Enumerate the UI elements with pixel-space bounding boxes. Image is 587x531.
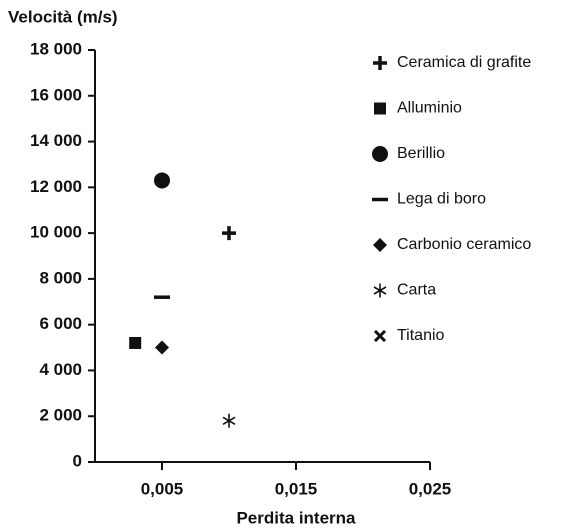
- y-tick-label: 14 000: [30, 131, 82, 150]
- point: [129, 336, 142, 350]
- y-tick-label: 18 000: [30, 39, 82, 58]
- point: [222, 226, 236, 241]
- x-tick-label: 0,005: [141, 479, 184, 498]
- point: [155, 340, 169, 355]
- y-tick-label: 8 000: [39, 268, 82, 287]
- point: [154, 172, 170, 189]
- legend-label: Lega di boro: [397, 191, 486, 208]
- y-tick-label: 6 000: [39, 314, 82, 333]
- y-tick-label: 0: [73, 451, 82, 470]
- legend-marker: [373, 329, 387, 343]
- y-axis-title: Velocità (m/s): [8, 7, 118, 26]
- x-axis-title: Perdita interna: [236, 508, 356, 527]
- y-tick-label: 10 000: [30, 223, 82, 242]
- y-tick-label: 2 000: [39, 406, 82, 425]
- y-tick-label: 16 000: [30, 85, 82, 104]
- y-tick-label: 12 000: [30, 177, 82, 196]
- x-tick-label: 0,025: [409, 479, 452, 498]
- point: [222, 413, 236, 428]
- legend-label: Berillio: [397, 145, 445, 162]
- legend-marker: [373, 56, 387, 70]
- legend-marker: [373, 283, 387, 298]
- legend-label: Alluminio: [397, 100, 462, 117]
- legend-marker: [373, 238, 387, 252]
- legend-label: Ceramica di grafite: [397, 54, 531, 71]
- y-tick-label: 4 000: [39, 360, 82, 379]
- legend-marker: [374, 102, 386, 115]
- legend-marker: [372, 146, 388, 162]
- legend-label: Carbonio ceramico: [397, 236, 531, 253]
- legend-label: Carta: [397, 282, 436, 299]
- legend-label: Titanio: [397, 327, 445, 344]
- x-tick-label: 0,015: [275, 479, 318, 498]
